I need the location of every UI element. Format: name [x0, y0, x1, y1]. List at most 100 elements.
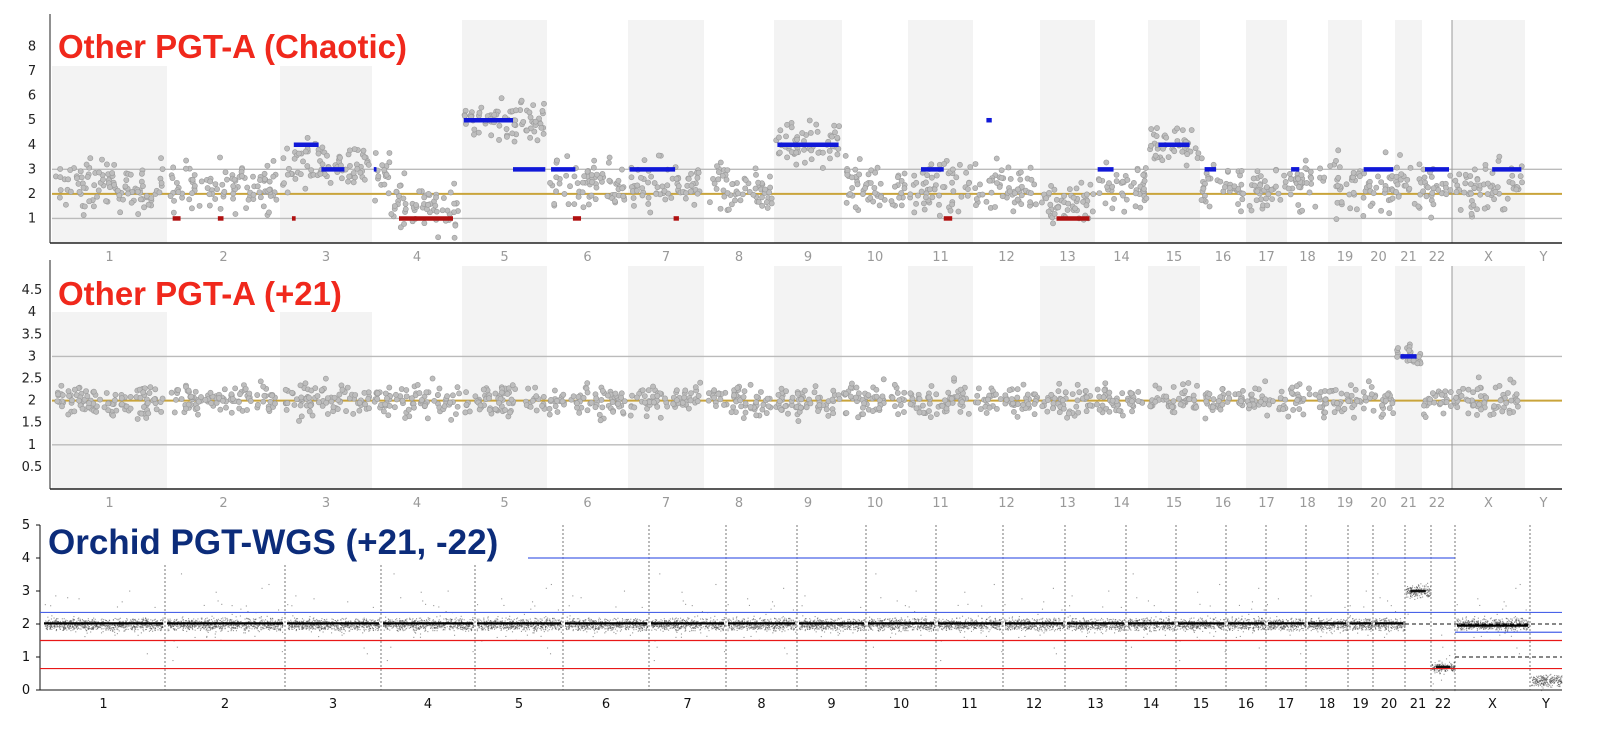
read-bin [154, 629, 156, 631]
read-bin [219, 628, 221, 630]
data-point [645, 201, 652, 207]
read-bin [102, 620, 104, 622]
read-bin [45, 627, 47, 629]
data-point [921, 206, 928, 213]
data-point [217, 154, 223, 161]
data-point [1198, 155, 1205, 162]
data-point [116, 192, 123, 199]
read-bin [295, 629, 298, 631]
read-bin [244, 632, 246, 634]
read-bin [180, 624, 182, 626]
data-point [1420, 188, 1426, 195]
data-point [1350, 169, 1357, 176]
data-point [295, 150, 302, 157]
y-tick-label: 4 [28, 305, 36, 320]
data-point [350, 410, 357, 417]
read-bin [137, 629, 139, 631]
data-point [306, 394, 312, 401]
data-point [590, 164, 597, 171]
chrom-label-22: 22 [1429, 250, 1446, 265]
read-bin [78, 617, 80, 619]
data-point [492, 406, 499, 413]
data-point [627, 412, 634, 419]
data-point [1378, 179, 1385, 185]
data-point [591, 157, 598, 164]
read-bin [326, 628, 329, 630]
data-point [842, 390, 849, 397]
read-bin [244, 629, 246, 632]
read-bin [181, 625, 183, 628]
data-point [1177, 401, 1184, 408]
data-point [451, 200, 458, 207]
data-point [916, 395, 923, 402]
data-point [354, 165, 361, 172]
data-point [318, 387, 325, 394]
read-bin [172, 627, 174, 630]
y-tick-label: 4 [28, 138, 36, 153]
data-point [651, 180, 658, 186]
data-point [999, 193, 1006, 200]
data-point [926, 394, 932, 401]
chrom-label-12: 12 [998, 250, 1015, 265]
read-bin [93, 617, 95, 619]
data-point [876, 202, 883, 209]
data-point [1011, 408, 1017, 415]
data-point [1389, 400, 1396, 407]
data-point [357, 169, 364, 176]
data-point [1333, 216, 1340, 223]
read-bin [242, 625, 244, 627]
chrom-label-3: 3 [322, 250, 330, 265]
data-point [104, 161, 110, 168]
read-bin [340, 628, 342, 630]
data-point [80, 212, 87, 218]
read-bin [227, 626, 229, 628]
data-point [1217, 178, 1224, 185]
data-point [158, 180, 165, 186]
read-bin [110, 624, 112, 626]
read-bin [173, 625, 175, 627]
data-point [1316, 394, 1323, 400]
read-bin [261, 626, 263, 629]
read-bin [256, 624, 258, 627]
read-bin [272, 625, 274, 627]
data-point [1278, 388, 1285, 395]
data-point [1083, 191, 1090, 198]
data-point [852, 394, 859, 401]
read-bin [365, 618, 367, 620]
chrom-label-16: 16 [1238, 697, 1255, 712]
read-bin [363, 618, 366, 621]
chrom-label-1: 1 [105, 496, 113, 511]
read-bin [153, 619, 156, 621]
title-backdrop [52, 20, 382, 66]
read-bin [263, 620, 265, 622]
read-bin [91, 628, 93, 630]
data-point [425, 202, 431, 208]
read-bin [51, 628, 53, 630]
data-point [532, 118, 539, 125]
data-point [1268, 186, 1275, 193]
data-point [563, 172, 570, 179]
read-bin [245, 624, 247, 626]
data-point [1334, 400, 1340, 407]
data-point [554, 398, 560, 404]
data-point [599, 388, 606, 394]
data-point [894, 390, 901, 396]
read-bin [342, 628, 345, 630]
data-point [759, 202, 766, 209]
data-point [1106, 408, 1113, 415]
y-tick-label: 0 [22, 683, 30, 698]
data-point [907, 390, 914, 397]
data-point [444, 393, 450, 400]
data-point [1121, 208, 1128, 215]
read-bin [206, 621, 208, 623]
data-point [836, 396, 843, 402]
data-point [1332, 387, 1339, 393]
data-point [352, 392, 359, 398]
data-point [1341, 405, 1348, 412]
read-bin [215, 626, 217, 628]
read-bin [207, 624, 209, 626]
data-point [324, 411, 331, 417]
read-bin [98, 625, 101, 627]
data-point [763, 410, 770, 416]
data-point [1246, 402, 1253, 408]
